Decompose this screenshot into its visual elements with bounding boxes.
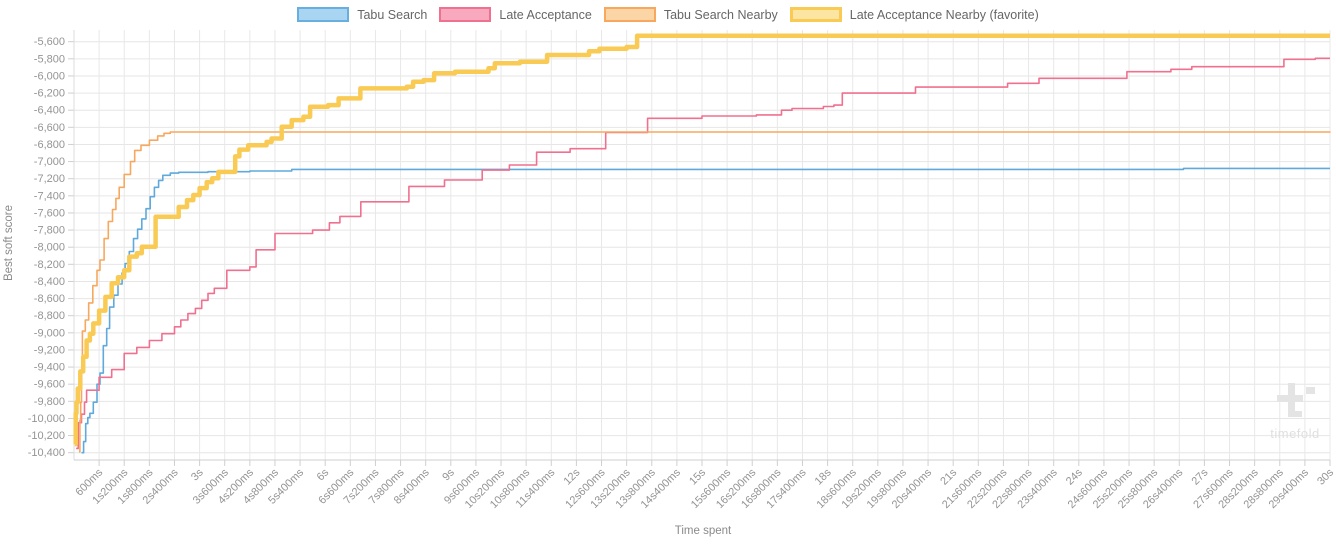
- x-tick-label: 6s: [315, 466, 332, 483]
- legend-item-late-acceptance-nearby-favorite[interactable]: Late Acceptance Nearby (favorite): [789, 7, 1039, 22]
- legend-swatch: [439, 7, 492, 22]
- y-tick-label: -10,400: [28, 447, 65, 459]
- y-tick-label: -8,000: [34, 242, 65, 254]
- y-tick-label: -5,800: [34, 53, 65, 65]
- x-tick-label: 24s: [1064, 466, 1085, 487]
- series-line-tabu-search: [81, 167, 1330, 454]
- legend-item-label: Late Acceptance Nearby (favorite): [849, 7, 1039, 22]
- y-tick-label: -8,200: [34, 259, 65, 271]
- y-tick-label: -7,200: [34, 173, 65, 185]
- legend-item-label: Late Acceptance: [499, 7, 592, 22]
- timefold-logo-icon: [1277, 383, 1315, 417]
- chart-legend: Tabu Search Late Acceptance Tabu Search Ne…: [0, 7, 1336, 22]
- y-tick-label: -5,600: [34, 36, 65, 48]
- legend-swatch: [603, 7, 656, 22]
- axis-layer: [68, 30, 1331, 466]
- y-tick-label: -8,600: [34, 293, 65, 305]
- y-tick-label: -6,600: [34, 122, 65, 134]
- legend-swatch: [297, 7, 350, 22]
- y-tick-label: -9,200: [34, 344, 65, 356]
- x-tick-label: 9s: [440, 466, 457, 483]
- legend-item-late-acceptance[interactable]: Late Acceptance: [439, 7, 592, 22]
- series-layer: [73, 33, 1331, 454]
- y-tick-label: -6,200: [34, 88, 65, 100]
- legend-swatch: [789, 7, 842, 22]
- watermark: timefold: [1258, 381, 1332, 441]
- x-tick-label: 30s: [1315, 466, 1336, 487]
- y-tick-label: -9,800: [34, 396, 65, 408]
- y-tick-label: -7,000: [34, 156, 65, 168]
- y-tick-label: -6,000: [34, 70, 65, 82]
- y-tick-label: -7,800: [34, 225, 65, 237]
- y-tick-label: -9,600: [34, 379, 65, 391]
- y-tick-label: -10,000: [28, 413, 65, 425]
- series-line-late-acceptance-nearby-favorite: [73, 33, 1330, 447]
- y-axis-title: Best soft score: [3, 205, 15, 281]
- y-tick-label: -8,800: [34, 310, 65, 322]
- series-line-late-acceptance: [76, 57, 1330, 450]
- y-tick-label: -6,400: [34, 105, 65, 117]
- tick-label-layer: -5,600 -5,800 -6,000 -6,200 -6,400 -6,600 -6,8…: [28, 36, 1336, 511]
- x-tick-label: 21s: [938, 466, 959, 487]
- grid-layer: [74, 30, 1331, 460]
- y-tick-label: -7,400: [34, 190, 65, 202]
- x-tick-label: 12s: [561, 466, 582, 487]
- x-tick-label: 3s: [189, 466, 206, 483]
- y-tick-label: -7,600: [34, 207, 65, 219]
- y-tick-label: -9,400: [34, 362, 65, 374]
- x-tick-label: 15s: [687, 466, 708, 487]
- x-tick-label: 18s: [813, 466, 834, 487]
- legend-item-label: Tabu Search: [357, 7, 428, 22]
- y-tick-label: -9,000: [34, 327, 65, 339]
- watermark-label: timefold: [1270, 426, 1320, 441]
- legend-item-label: Tabu Search Nearby: [663, 7, 778, 22]
- x-tick-label: 27s: [1189, 466, 1210, 487]
- y-tick-label: -10,200: [28, 430, 65, 442]
- series-line-tabu-search-nearby: [79, 131, 1331, 453]
- legend-item-tabu-search[interactable]: Tabu Search: [297, 7, 427, 22]
- legend-item-tabu-search-nearby[interactable]: Tabu Search Nearby: [603, 7, 778, 22]
- y-tick-label: -8,400: [34, 276, 65, 288]
- x-axis-title: Time spent: [675, 525, 732, 537]
- y-tick-label: -6,800: [34, 139, 65, 151]
